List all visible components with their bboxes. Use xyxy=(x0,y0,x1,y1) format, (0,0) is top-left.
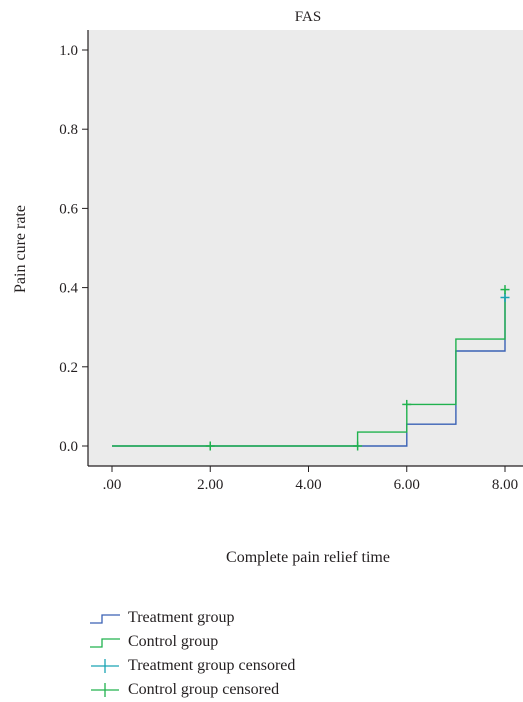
x-tick-label: 2.00 xyxy=(197,477,223,493)
series-layer xyxy=(112,285,510,451)
y-tick-label: 1.0 xyxy=(59,43,78,59)
censored-marker-control xyxy=(500,285,510,295)
chart: FAS 0.0 0.2 0.4 0.6 0.8 1.0 .00 2.00 4.00 6.00 8.0… xyxy=(12,9,523,566)
legend-item-control: Control group xyxy=(88,630,295,654)
legend-item-treatment: Treatment group xyxy=(88,606,295,630)
censored-marker-control xyxy=(205,441,215,451)
series-line-treatment xyxy=(112,297,506,447)
legend-item-control-censored: Control group censored xyxy=(88,678,295,702)
legend-item-treatment-censored: Treatment group censored xyxy=(88,654,295,678)
censored-marker-treatment xyxy=(500,293,510,302)
step-line-icon xyxy=(90,614,120,624)
plot-area xyxy=(88,30,523,466)
y-tick-label: 0.2 xyxy=(59,360,78,376)
censored-marker-control xyxy=(402,399,412,409)
legend-swatch-line xyxy=(90,638,120,648)
x-tick-label: 6.00 xyxy=(394,477,420,493)
y-tick-label: 0.6 xyxy=(59,201,78,217)
y-tick-label: 0.8 xyxy=(59,122,78,138)
cross-marker-icon xyxy=(91,683,119,697)
x-tick-label: 8.00 xyxy=(492,477,518,493)
legend: Treatment group Control group Treatment … xyxy=(88,606,295,702)
x-axis-label: Complete pain relief time xyxy=(226,549,390,566)
cross-marker-icon xyxy=(91,659,119,673)
censored-marker-control xyxy=(353,441,363,451)
legend-label: Control group xyxy=(128,633,219,650)
legend-label: Control group censored xyxy=(128,681,280,698)
y-axis-label: Pain cure rate xyxy=(12,205,29,293)
x-tick-label: 4.00 xyxy=(295,477,321,493)
legend-label: Treatment group censored xyxy=(128,657,296,674)
x-tick-label: .00 xyxy=(103,477,122,493)
axes: 0.0 0.2 0.4 0.6 0.8 1.0 .00 2.00 4.00 6.00 8.00 xyxy=(59,30,523,493)
y-tick-label: 0.0 xyxy=(59,439,78,455)
legend-label: Treatment group xyxy=(128,609,235,626)
legend-swatch-line xyxy=(90,614,120,624)
y-tick-label: 0.4 xyxy=(59,281,78,297)
step-line-icon xyxy=(90,638,120,648)
chart-title: FAS xyxy=(295,9,321,25)
